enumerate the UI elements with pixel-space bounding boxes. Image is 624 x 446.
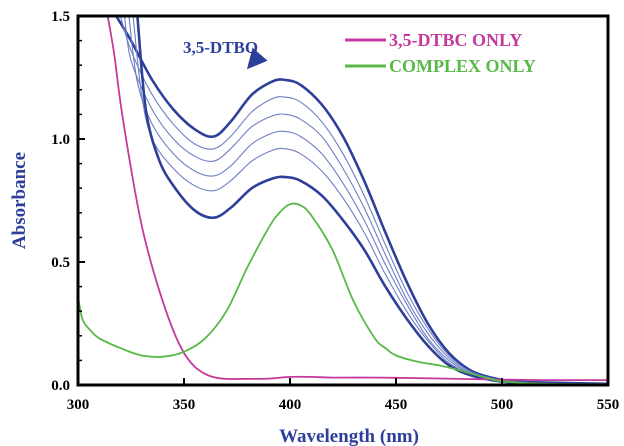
series-line-3-5-dtbc-only (106, 16, 608, 382)
legend-label: COMPLEX ONLY (389, 56, 536, 76)
x-tick-label: 500 (491, 397, 514, 413)
x-tick-label: 300 (67, 397, 90, 413)
x-axis-title: Wavelength (nm) (279, 426, 419, 446)
y-axis-title: Absorbance (9, 152, 30, 249)
y-tick-label: 0.0 (51, 378, 70, 394)
annotation-label: 3,5-DTBQ (183, 38, 258, 57)
y-tick-label: 1.0 (51, 132, 70, 148)
dtbq-line-5 (132, 16, 608, 385)
legend-label: 3,5-DTBC ONLY (389, 30, 522, 50)
dtbq-line-1 (115, 16, 608, 385)
dtbq-line-6 (136, 16, 608, 385)
x-tick-label: 400 (279, 397, 302, 413)
y-tick-label: 1.5 (51, 9, 70, 25)
plot-frame (76, 14, 610, 387)
x-tick-label: 450 (385, 397, 408, 413)
series-group (78, 16, 608, 385)
series-line-complex-only (78, 202, 608, 385)
y-tick-label: 0.5 (51, 255, 70, 271)
x-tick-label: 550 (597, 397, 620, 413)
annotation-arrow (246, 47, 268, 70)
x-tick-label: 350 (173, 397, 196, 413)
dtbq-line-2 (119, 16, 608, 385)
